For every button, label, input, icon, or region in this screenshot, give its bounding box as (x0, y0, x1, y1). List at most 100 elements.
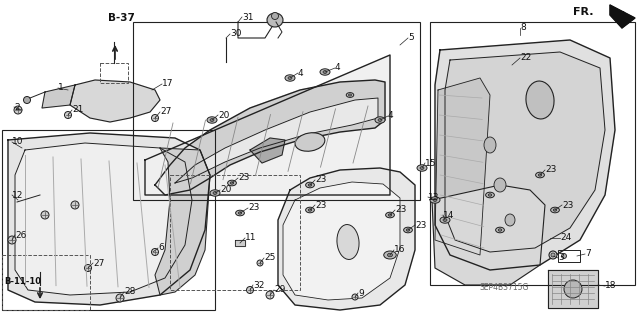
Text: 27: 27 (160, 108, 172, 116)
Ellipse shape (14, 106, 22, 114)
Ellipse shape (352, 294, 358, 300)
Polygon shape (155, 148, 210, 295)
Polygon shape (42, 85, 75, 108)
Ellipse shape (549, 251, 557, 259)
Ellipse shape (288, 77, 292, 79)
Text: B-37: B-37 (108, 13, 135, 23)
Text: 2: 2 (14, 102, 20, 112)
Text: 4: 4 (298, 69, 303, 78)
Text: 4: 4 (388, 112, 394, 121)
Text: 20: 20 (220, 186, 232, 195)
Text: 6: 6 (158, 243, 164, 253)
Ellipse shape (271, 12, 278, 19)
Bar (2, 130, 215, 310)
Polygon shape (15, 143, 192, 295)
Ellipse shape (306, 182, 314, 188)
Ellipse shape (505, 214, 515, 226)
Ellipse shape (267, 13, 283, 27)
Text: 23: 23 (545, 166, 556, 174)
Ellipse shape (417, 165, 427, 171)
Text: SEP4B3715G: SEP4B3715G (480, 284, 529, 293)
Ellipse shape (236, 210, 244, 216)
Text: 8: 8 (520, 24, 525, 33)
Ellipse shape (257, 260, 263, 266)
Ellipse shape (550, 207, 559, 213)
Polygon shape (155, 80, 385, 195)
Ellipse shape (564, 280, 582, 298)
Ellipse shape (553, 209, 557, 211)
Text: 30: 30 (230, 29, 241, 39)
Ellipse shape (561, 254, 566, 258)
Text: 23: 23 (315, 201, 326, 210)
Ellipse shape (213, 192, 217, 194)
Bar (100, 63, 128, 83)
Text: 23: 23 (415, 220, 426, 229)
Ellipse shape (484, 137, 496, 153)
Ellipse shape (495, 227, 504, 233)
Text: 11: 11 (245, 234, 257, 242)
Ellipse shape (8, 236, 16, 244)
Text: 29: 29 (274, 286, 285, 294)
Text: 15: 15 (425, 159, 436, 167)
Ellipse shape (486, 192, 494, 198)
Bar (133, 22, 420, 200)
Polygon shape (235, 240, 245, 246)
Text: 1: 1 (58, 84, 64, 93)
Ellipse shape (440, 217, 450, 223)
Ellipse shape (488, 194, 492, 196)
Ellipse shape (228, 180, 236, 186)
Ellipse shape (116, 294, 124, 302)
Text: 23: 23 (238, 174, 250, 182)
Ellipse shape (406, 229, 410, 231)
Ellipse shape (388, 214, 392, 216)
Ellipse shape (387, 253, 392, 257)
Polygon shape (435, 78, 490, 255)
Ellipse shape (230, 182, 234, 184)
Ellipse shape (536, 172, 545, 178)
Ellipse shape (24, 97, 31, 103)
Polygon shape (70, 80, 160, 122)
Ellipse shape (306, 207, 314, 213)
Text: 23: 23 (248, 204, 259, 212)
Ellipse shape (210, 119, 214, 122)
Text: 13: 13 (428, 192, 440, 202)
Ellipse shape (538, 174, 541, 176)
Text: 16: 16 (394, 246, 406, 255)
Ellipse shape (41, 211, 49, 219)
Polygon shape (250, 138, 285, 163)
Text: 22: 22 (520, 54, 531, 63)
Ellipse shape (384, 251, 396, 259)
Ellipse shape (320, 69, 330, 75)
Text: 32: 32 (253, 280, 264, 290)
Text: 25: 25 (264, 254, 275, 263)
Ellipse shape (551, 253, 555, 257)
Ellipse shape (238, 212, 242, 214)
Text: 10: 10 (12, 137, 24, 146)
Text: 9: 9 (358, 288, 364, 298)
Text: B-11-10: B-11-10 (4, 278, 41, 286)
Text: 31: 31 (242, 12, 253, 21)
Ellipse shape (443, 219, 447, 221)
Bar (558, 250, 580, 262)
Polygon shape (283, 182, 400, 300)
Ellipse shape (378, 119, 382, 122)
Ellipse shape (526, 81, 554, 119)
Text: 12: 12 (12, 190, 24, 199)
Ellipse shape (152, 115, 159, 122)
Ellipse shape (420, 167, 424, 169)
Polygon shape (8, 133, 210, 305)
Text: 24: 24 (560, 234, 572, 242)
Text: 26: 26 (15, 231, 26, 240)
Ellipse shape (65, 112, 72, 118)
Ellipse shape (71, 201, 79, 209)
Text: 23: 23 (315, 175, 326, 184)
Text: 23: 23 (395, 205, 406, 214)
Ellipse shape (207, 117, 217, 123)
Text: FR.: FR. (573, 7, 593, 17)
Text: 23: 23 (562, 201, 573, 210)
Text: 4: 4 (335, 63, 340, 72)
Ellipse shape (285, 75, 295, 81)
Ellipse shape (308, 209, 312, 211)
Ellipse shape (404, 227, 412, 233)
Polygon shape (610, 5, 635, 28)
